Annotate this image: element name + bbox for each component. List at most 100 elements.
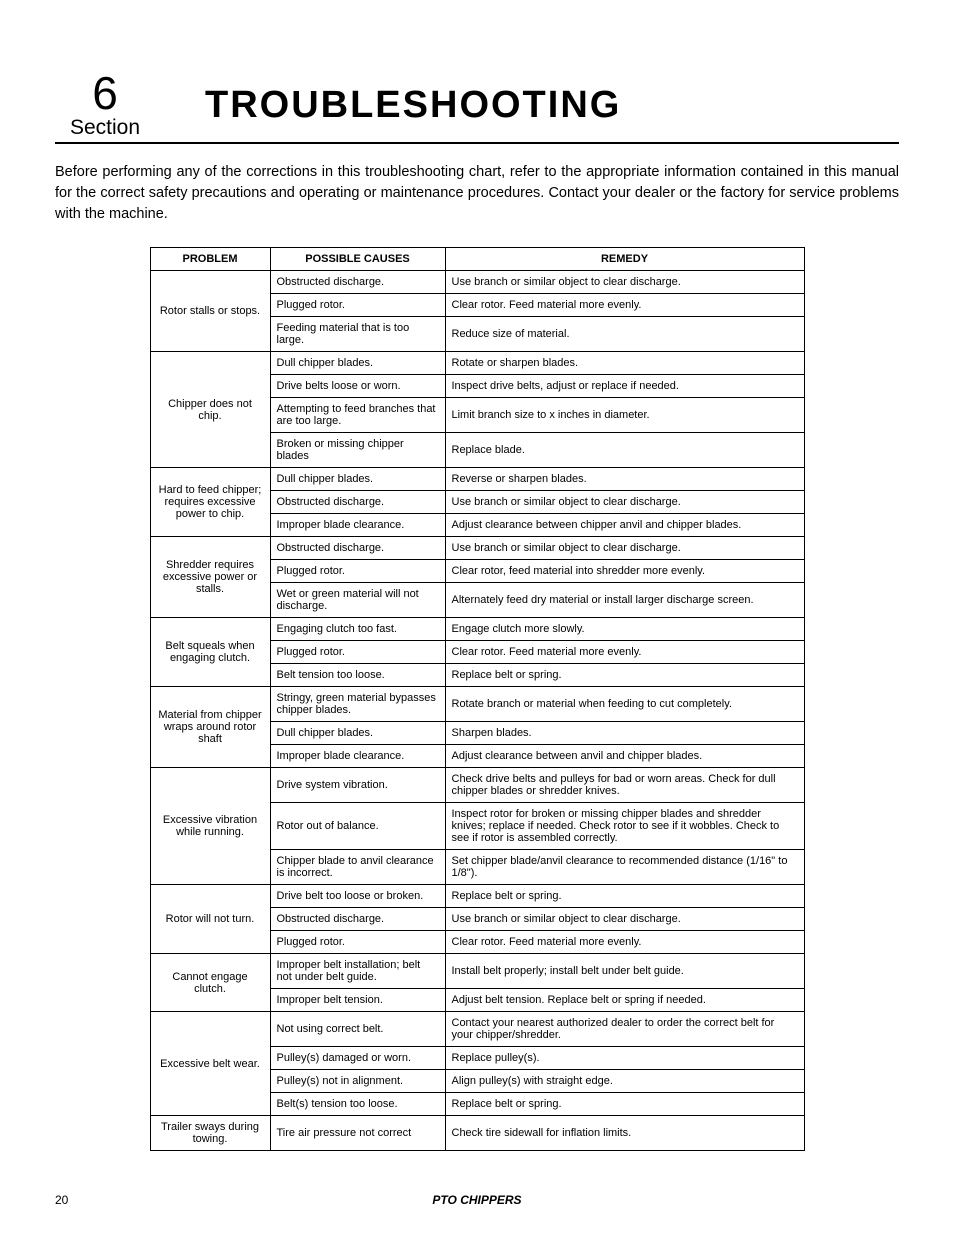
intro-paragraph: Before performing any of the corrections… bbox=[55, 162, 899, 225]
cause-cell: Feeding material that is too large. bbox=[270, 317, 445, 352]
page: 6 Section TROUBLESHOOTING Before perform… bbox=[0, 0, 954, 1235]
header-problem: PROBLEM bbox=[150, 248, 270, 271]
cause-cell: Pulley(s) damaged or worn. bbox=[270, 1047, 445, 1070]
table-header-row: PROBLEM POSSIBLE CAUSES REMEDY bbox=[150, 248, 804, 271]
table-row: Shredder requires excessive power or sta… bbox=[150, 537, 804, 560]
problem-cell: Hard to feed chipper; requires excessive… bbox=[150, 468, 270, 537]
cause-cell: Not using correct belt. bbox=[270, 1012, 445, 1047]
cause-cell: Wet or green material will not discharge… bbox=[270, 583, 445, 618]
cause-cell: Pulley(s) not in alignment. bbox=[270, 1070, 445, 1093]
remedy-cell: Replace belt or spring. bbox=[445, 885, 804, 908]
remedy-cell: Contact your nearest authorized dealer t… bbox=[445, 1012, 804, 1047]
remedy-cell: Limit branch size to x inches in diamete… bbox=[445, 398, 804, 433]
remedy-cell: Alternately feed dry material or install… bbox=[445, 583, 804, 618]
remedy-cell: Use branch or similar object to clear di… bbox=[445, 491, 804, 514]
remedy-cell: Check tire sidewall for inflation limits… bbox=[445, 1116, 804, 1151]
page-number: 20 bbox=[55, 1193, 68, 1207]
remedy-cell: Reverse or sharpen blades. bbox=[445, 468, 804, 491]
remedy-cell: Sharpen blades. bbox=[445, 722, 804, 745]
problem-cell: Shredder requires excessive power or sta… bbox=[150, 537, 270, 618]
problem-cell: Material from chipper wraps around rotor… bbox=[150, 687, 270, 768]
section-column: 6 Section bbox=[55, 70, 155, 140]
remedy-cell: Rotate or sharpen blades. bbox=[445, 352, 804, 375]
cause-cell: Tire air pressure not correct bbox=[270, 1116, 445, 1151]
remedy-cell: Reduce size of material. bbox=[445, 317, 804, 352]
cause-cell: Obstructed discharge. bbox=[270, 271, 445, 294]
remedy-cell: Replace belt or spring. bbox=[445, 664, 804, 687]
table-row: Cannot engage clutch.Improper belt insta… bbox=[150, 954, 804, 989]
table-row: Rotor stalls or stops.Obstructed dischar… bbox=[150, 271, 804, 294]
cause-cell: Obstructed discharge. bbox=[270, 537, 445, 560]
problem-cell: Belt squeals when engaging clutch. bbox=[150, 618, 270, 687]
remedy-cell: Adjust clearance between chipper anvil a… bbox=[445, 514, 804, 537]
remedy-cell: Set chipper blade/anvil clearance to rec… bbox=[445, 850, 804, 885]
doc-title: PTO CHIPPERS bbox=[432, 1193, 521, 1207]
table-row: Excessive vibration while running.Drive … bbox=[150, 768, 804, 803]
cause-cell: Belt tension too loose. bbox=[270, 664, 445, 687]
cause-cell: Engaging clutch too fast. bbox=[270, 618, 445, 641]
problem-cell: Excessive belt wear. bbox=[150, 1012, 270, 1116]
header-causes: POSSIBLE CAUSES bbox=[270, 248, 445, 271]
remedy-cell: Use branch or similar object to clear di… bbox=[445, 537, 804, 560]
page-title: TROUBLESHOOTING bbox=[205, 84, 621, 127]
cause-cell: Belt(s) tension too loose. bbox=[270, 1093, 445, 1116]
cause-cell: Plugged rotor. bbox=[270, 560, 445, 583]
remedy-cell: Install belt properly; install belt unde… bbox=[445, 954, 804, 989]
cause-cell: Improper belt tension. bbox=[270, 989, 445, 1012]
cause-cell: Drive belt too loose or broken. bbox=[270, 885, 445, 908]
table-row: Belt squeals when engaging clutch.Engagi… bbox=[150, 618, 804, 641]
cause-cell: Stringy, green material bypasses chipper… bbox=[270, 687, 445, 722]
remedy-cell: Clear rotor. Feed material more evenly. bbox=[445, 641, 804, 664]
problem-cell: Rotor will not turn. bbox=[150, 885, 270, 954]
section-number: 6 bbox=[55, 70, 155, 116]
problem-cell: Trailer sways during towing. bbox=[150, 1116, 270, 1151]
cause-cell: Dull chipper blades. bbox=[270, 468, 445, 491]
header-remedy: REMEDY bbox=[445, 248, 804, 271]
cause-cell: Obstructed discharge. bbox=[270, 908, 445, 931]
remedy-cell: Check drive belts and pulleys for bad or… bbox=[445, 768, 804, 803]
remedy-cell: Rotate branch or material when feeding t… bbox=[445, 687, 804, 722]
remedy-cell: Clear rotor. Feed material more evenly. bbox=[445, 294, 804, 317]
header-block: 6 Section TROUBLESHOOTING bbox=[55, 70, 899, 144]
cause-cell: Plugged rotor. bbox=[270, 641, 445, 664]
table-row: Hard to feed chipper; requires excessive… bbox=[150, 468, 804, 491]
cause-cell: Drive system vibration. bbox=[270, 768, 445, 803]
table-row: Rotor will not turn.Drive belt too loose… bbox=[150, 885, 804, 908]
remedy-cell: Adjust belt tension. Replace belt or spr… bbox=[445, 989, 804, 1012]
remedy-cell: Replace blade. bbox=[445, 433, 804, 468]
section-label: Section bbox=[55, 116, 155, 140]
remedy-cell: Align pulley(s) with straight edge. bbox=[445, 1070, 804, 1093]
cause-cell: Improper belt installation; belt not und… bbox=[270, 954, 445, 989]
cause-cell: Dull chipper blades. bbox=[270, 352, 445, 375]
remedy-cell: Engage clutch more slowly. bbox=[445, 618, 804, 641]
remedy-cell: Clear rotor, feed material into shredder… bbox=[445, 560, 804, 583]
cause-cell: Rotor out of balance. bbox=[270, 803, 445, 850]
table-row: Chipper does not chip.Dull chipper blade… bbox=[150, 352, 804, 375]
table-row: Trailer sways during towing.Tire air pre… bbox=[150, 1116, 804, 1151]
remedy-cell: Use branch or similar object to clear di… bbox=[445, 908, 804, 931]
page-footer: 20 PTO CHIPPERS bbox=[55, 1193, 899, 1207]
problem-cell: Chipper does not chip. bbox=[150, 352, 270, 468]
table-row: Excessive belt wear.Not using correct be… bbox=[150, 1012, 804, 1047]
remedy-cell: Adjust clearance between anvil and chipp… bbox=[445, 745, 804, 768]
remedy-cell: Use branch or similar object to clear di… bbox=[445, 271, 804, 294]
table-body: Rotor stalls or stops.Obstructed dischar… bbox=[150, 271, 804, 1151]
cause-cell: Broken or missing chipper blades bbox=[270, 433, 445, 468]
remedy-cell: Replace belt or spring. bbox=[445, 1093, 804, 1116]
problem-cell: Excessive vibration while running. bbox=[150, 768, 270, 885]
cause-cell: Chipper blade to anvil clearance is inco… bbox=[270, 850, 445, 885]
cause-cell: Dull chipper blades. bbox=[270, 722, 445, 745]
cause-cell: Plugged rotor. bbox=[270, 931, 445, 954]
remedy-cell: Replace pulley(s). bbox=[445, 1047, 804, 1070]
table-row: Material from chipper wraps around rotor… bbox=[150, 687, 804, 722]
problem-cell: Cannot engage clutch. bbox=[150, 954, 270, 1012]
remedy-cell: Inspect rotor for broken or missing chip… bbox=[445, 803, 804, 850]
problem-cell: Rotor stalls or stops. bbox=[150, 271, 270, 352]
remedy-cell: Inspect drive belts, adjust or replace i… bbox=[445, 375, 804, 398]
cause-cell: Attempting to feed branches that are too… bbox=[270, 398, 445, 433]
troubleshooting-table: PROBLEM POSSIBLE CAUSES REMEDY Rotor sta… bbox=[150, 247, 805, 1151]
cause-cell: Drive belts loose or worn. bbox=[270, 375, 445, 398]
cause-cell: Obstructed discharge. bbox=[270, 491, 445, 514]
cause-cell: Improper blade clearance. bbox=[270, 514, 445, 537]
cause-cell: Plugged rotor. bbox=[270, 294, 445, 317]
